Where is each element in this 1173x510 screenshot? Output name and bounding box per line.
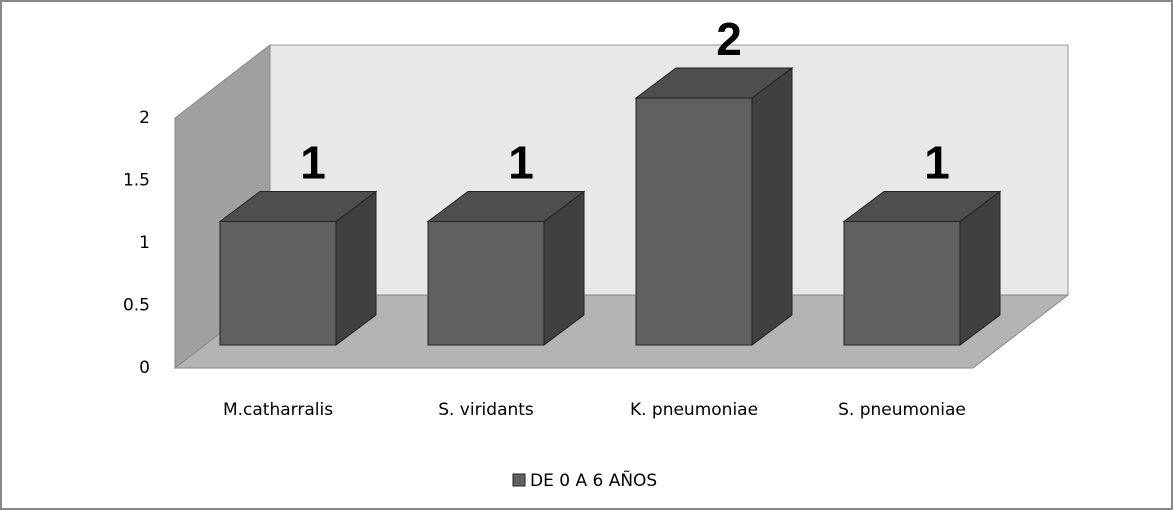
y-tick-label: 0.5 [123, 296, 150, 316]
legend-label: DE 0 A 6 AÑOS [530, 469, 657, 491]
y-tick-label: 2 [139, 108, 150, 128]
data-label: 1 [300, 137, 326, 189]
data-label: 1 [924, 137, 950, 189]
bar-side [751, 67, 793, 346]
bar-front [427, 221, 545, 346]
bar [218, 190, 378, 346]
bar-front [843, 221, 961, 346]
y-tick-label: 1.5 [123, 171, 150, 191]
x-tick-label: S. pneumoniae [838, 400, 966, 420]
bar-front [219, 221, 337, 346]
y-tick-label: 0 [139, 358, 150, 378]
bar [426, 190, 586, 346]
data-label: 2 [716, 13, 742, 65]
legend-swatch [512, 473, 526, 487]
x-tick-label: K. pneumoniae [630, 400, 758, 420]
x-tick-label: S. viridants [438, 400, 534, 420]
y-tick-label: 1 [139, 233, 150, 253]
data-label: 1 [508, 137, 534, 189]
bar-front [635, 97, 753, 346]
bar [842, 190, 1002, 346]
x-tick-label: M.catharralis [223, 400, 333, 420]
bar [634, 67, 794, 346]
